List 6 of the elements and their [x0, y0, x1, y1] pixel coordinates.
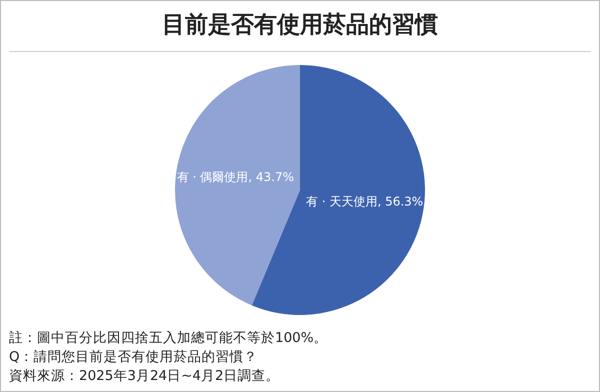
slice-label: 有 · 偶爾使用, 43.7% [176, 170, 294, 184]
slice-label: 有 · 天天使用, 56.3% [306, 194, 424, 208]
source-note: 資料來源：2025年3月24日~4月2日調查。 [9, 367, 281, 386]
chart-title: 目前是否有使用菸品的習慣 [161, 11, 439, 40]
text: 註：圖中百分比因四捨五入加總可能不等於100%。 [9, 329, 328, 348]
text: Q：請問您目前是否有使用菸品的習慣？ [9, 348, 259, 367]
